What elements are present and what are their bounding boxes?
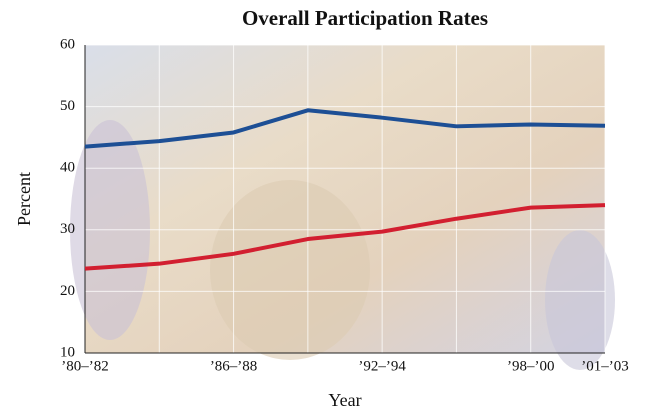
x-tick-label: ’98–’00 xyxy=(507,358,555,374)
chart-title: Overall Participation Rates xyxy=(242,6,488,30)
photo-shape xyxy=(210,180,370,360)
y-tick-label: 60 xyxy=(60,36,75,52)
x-tick-label: ’92–’94 xyxy=(358,358,406,374)
y-axis-label: Percent xyxy=(14,172,34,226)
x-tick-label: ’86–’88 xyxy=(210,358,258,374)
line-series xyxy=(84,108,606,149)
x-tick-label: ’01–’03 xyxy=(581,358,629,374)
y-tick-label: 20 xyxy=(60,283,75,299)
y-tick-label: 50 xyxy=(60,98,75,114)
x-tick-label: ’80–’82 xyxy=(61,358,109,374)
x-axis-label: Year xyxy=(328,390,361,410)
y-tick-label: 40 xyxy=(60,160,75,176)
photo-shape xyxy=(545,230,615,370)
y-tick-label: 30 xyxy=(60,221,75,237)
line-series xyxy=(84,203,606,271)
y-tick-label: 10 xyxy=(60,344,75,360)
